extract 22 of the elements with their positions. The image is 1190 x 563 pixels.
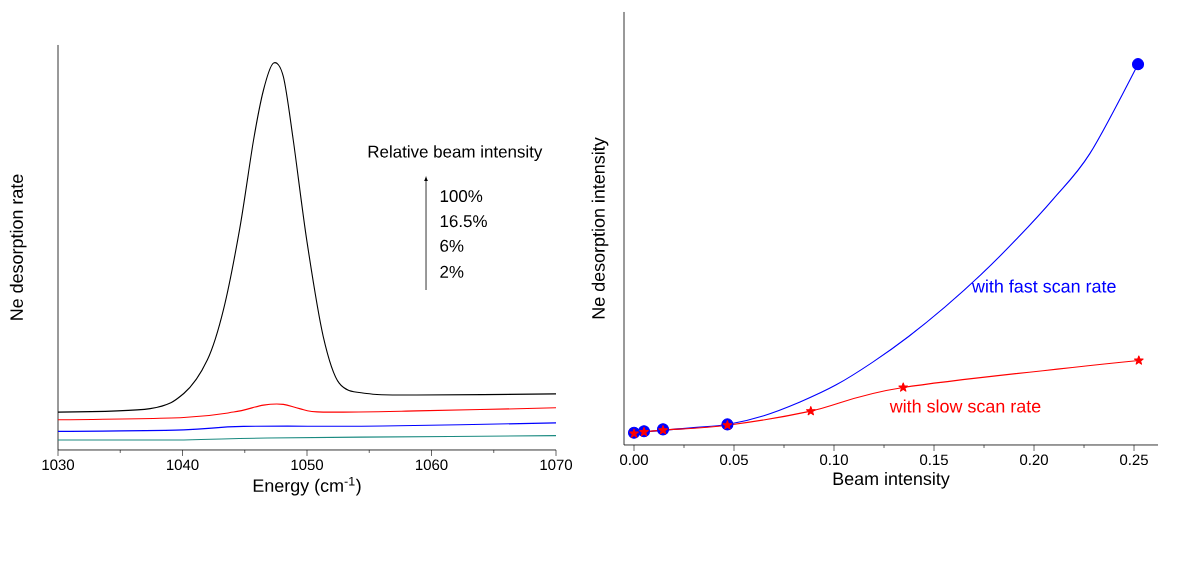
x-tick-label: 1060	[416, 459, 448, 471]
x-tick-label: 1030	[42, 459, 75, 471]
annotation: Relative beam intensity	[368, 145, 543, 162]
x-tick-label: 0.20	[1020, 454, 1048, 466]
x-axis-title: Beam intensity	[833, 471, 950, 489]
x-tick-label: 1040	[167, 459, 199, 471]
x-tick-label: 0.00	[620, 454, 648, 466]
y-axis-title: Ne desorption intensity	[591, 137, 609, 319]
annotation: 16.5%	[440, 215, 487, 228]
series-label: with fast scan rate	[971, 279, 1116, 293]
x-tick-label: 0.05	[720, 454, 748, 466]
x-tick-label: 1070	[540, 459, 573, 471]
x-tick-label: 1050	[291, 459, 324, 471]
annotation: 2%	[440, 265, 464, 278]
x-tick-label: 0.10	[820, 454, 848, 466]
annotation: 100%	[440, 190, 483, 203]
x-tick-label: 0.25	[1120, 454, 1148, 466]
series-label: with slow scan rate	[889, 399, 1041, 413]
x-axis-title: Energy (cm$^{-1}$)	[253, 476, 361, 496]
x-tick-label: 0.15	[920, 454, 948, 466]
y-axis-title: Ne desorption rate	[9, 174, 27, 320]
annotation: 6%	[440, 239, 464, 252]
